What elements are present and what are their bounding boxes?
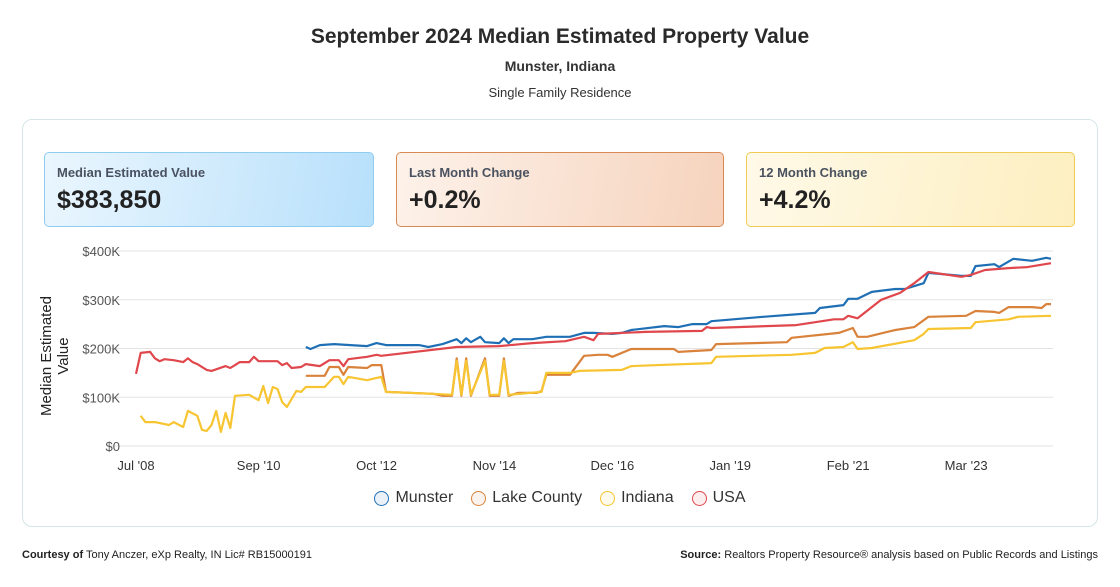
courtesy-text: Tony Anczer, eXp Realty, IN Lic# RB15000… bbox=[85, 549, 313, 561]
kpi-label: Median Estimated Value bbox=[57, 165, 206, 180]
series-line-indiana bbox=[139, 314, 1052, 433]
y-tick-label: $300K bbox=[82, 293, 120, 308]
series-line-munster bbox=[305, 256, 1052, 351]
legend-item-usa[interactable]: USA bbox=[691, 489, 746, 507]
kpi-value: $383,850 bbox=[57, 186, 162, 214]
y-tick-label: $200K bbox=[82, 342, 120, 357]
legend-item-indiana[interactable]: Indiana bbox=[600, 489, 674, 507]
series-line-lake-county bbox=[305, 303, 1051, 397]
x-tick-label: Jul '08 bbox=[117, 458, 154, 473]
kpi-label: Last Month Change bbox=[409, 165, 530, 180]
courtesy-note: Courtesy of Tony Anczer, eXp Realty, IN … bbox=[22, 549, 312, 561]
location-subtitle: Munster, Indiana bbox=[504, 58, 616, 74]
x-tick-label: Nov '14 bbox=[473, 458, 517, 473]
legend-marker-icon bbox=[374, 490, 390, 506]
kpi-value: +4.2% bbox=[759, 186, 831, 214]
x-tick-label: Sep '10 bbox=[237, 458, 281, 473]
legend-label: USA bbox=[712, 489, 746, 506]
kpi-value: +0.2% bbox=[409, 186, 481, 214]
legend-label: Lake County bbox=[492, 489, 583, 506]
kpi-median-value: Median Estimated Value $383,850 bbox=[44, 152, 374, 227]
legend-marker-icon bbox=[691, 490, 707, 506]
source-label: Source: bbox=[680, 549, 722, 561]
kpi-label: 12 Month Change bbox=[759, 165, 868, 180]
chart-legend: Munster Lake County Indiana USA bbox=[0, 489, 1120, 507]
legend-item-munster[interactable]: Munster bbox=[374, 489, 453, 507]
legend-marker-icon bbox=[471, 490, 487, 506]
legend-label: Munster bbox=[395, 489, 454, 506]
property-type: Single Family Residence bbox=[488, 85, 632, 100]
x-tick-label: Oct '12 bbox=[356, 458, 397, 473]
x-tick-label: Feb '21 bbox=[827, 458, 870, 473]
y-axis-label: Median Estimated Value bbox=[38, 295, 72, 417]
page-title: September 2024 Median Estimated Property… bbox=[310, 25, 810, 48]
legend-item-lake-county[interactable]: Lake County bbox=[471, 489, 582, 507]
x-tick-label: Jan '19 bbox=[710, 458, 752, 473]
courtesy-label: Courtesy of bbox=[22, 549, 84, 561]
source-note: Source: Realtors Property Resource® anal… bbox=[680, 549, 1098, 561]
y-tick-label: $100K bbox=[82, 390, 120, 405]
series-line-usa bbox=[134, 262, 1052, 375]
x-tick-label: Dec '16 bbox=[591, 458, 635, 473]
y-tick-label: $0 bbox=[106, 439, 120, 454]
y-tick-label: $400K bbox=[82, 244, 120, 259]
source-text: Realtors Property Resource® analysis bas… bbox=[724, 549, 1098, 561]
x-tick-label: Mar '23 bbox=[945, 458, 988, 473]
kpi-last-month-change: Last Month Change +0.2% bbox=[396, 152, 724, 227]
kpi-12-month-change: 12 Month Change +4.2% bbox=[746, 152, 1075, 227]
legend-marker-icon bbox=[600, 490, 616, 506]
legend-label: Indiana bbox=[621, 489, 674, 506]
